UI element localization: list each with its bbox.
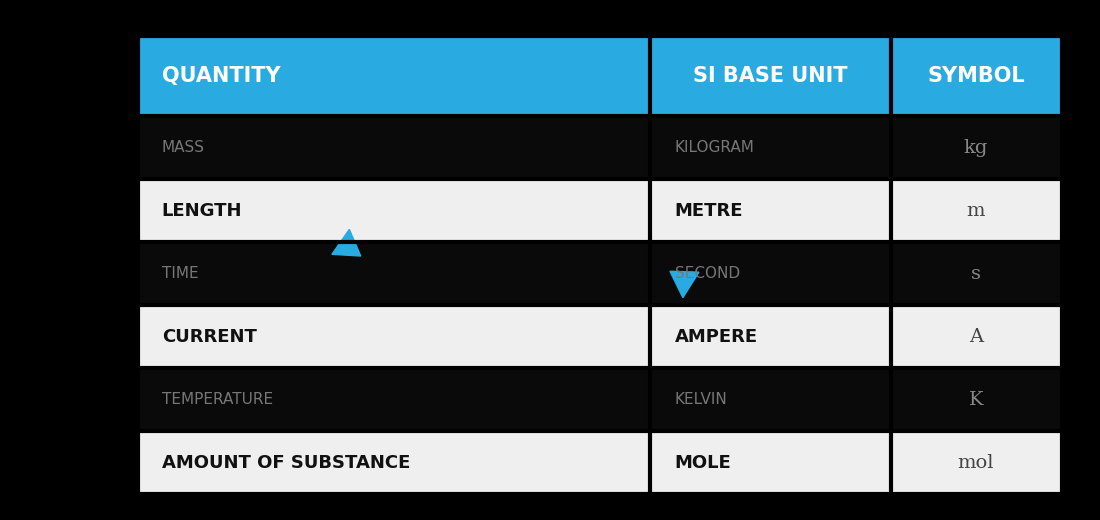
Text: MASS: MASS xyxy=(162,140,205,155)
Bar xyxy=(650,305,891,368)
Bar xyxy=(650,116,891,179)
Bar xyxy=(138,179,650,242)
Bar xyxy=(650,36,891,116)
Bar xyxy=(650,431,891,494)
Bar xyxy=(891,36,1062,116)
Text: KELVIN: KELVIN xyxy=(674,392,727,407)
Text: CURRENT: CURRENT xyxy=(162,328,256,346)
Text: METRE: METRE xyxy=(674,202,742,220)
Text: SYMBOL: SYMBOL xyxy=(927,67,1025,86)
Text: KILOGRAM: KILOGRAM xyxy=(674,140,755,155)
Bar xyxy=(138,36,650,116)
Bar xyxy=(891,305,1062,368)
Text: kg: kg xyxy=(964,139,988,157)
Bar xyxy=(891,431,1062,494)
Text: mol: mol xyxy=(958,453,994,472)
Bar xyxy=(138,116,650,179)
Bar xyxy=(650,368,891,431)
Bar xyxy=(891,116,1062,179)
Text: LENGTH: LENGTH xyxy=(162,202,242,220)
Bar xyxy=(891,179,1062,242)
Text: A: A xyxy=(969,328,983,346)
Text: m: m xyxy=(967,202,986,220)
Bar xyxy=(138,368,650,431)
Text: AMPERE: AMPERE xyxy=(674,328,758,346)
Bar xyxy=(650,242,891,305)
Polygon shape xyxy=(332,229,361,256)
Text: K: K xyxy=(969,391,983,409)
Text: AMOUNT OF SUBSTANCE: AMOUNT OF SUBSTANCE xyxy=(162,453,410,472)
Text: s: s xyxy=(971,265,981,283)
Text: TIME: TIME xyxy=(162,266,198,281)
Bar xyxy=(138,242,650,305)
Text: SECOND: SECOND xyxy=(674,266,739,281)
Polygon shape xyxy=(670,271,698,297)
Text: QUANTITY: QUANTITY xyxy=(162,67,280,86)
Text: TEMPERATURE: TEMPERATURE xyxy=(162,392,273,407)
Text: SI BASE UNIT: SI BASE UNIT xyxy=(693,67,848,86)
Bar xyxy=(891,368,1062,431)
Bar xyxy=(650,179,891,242)
Bar xyxy=(138,305,650,368)
Bar xyxy=(138,431,650,494)
Bar xyxy=(891,242,1062,305)
Text: MOLE: MOLE xyxy=(674,453,732,472)
